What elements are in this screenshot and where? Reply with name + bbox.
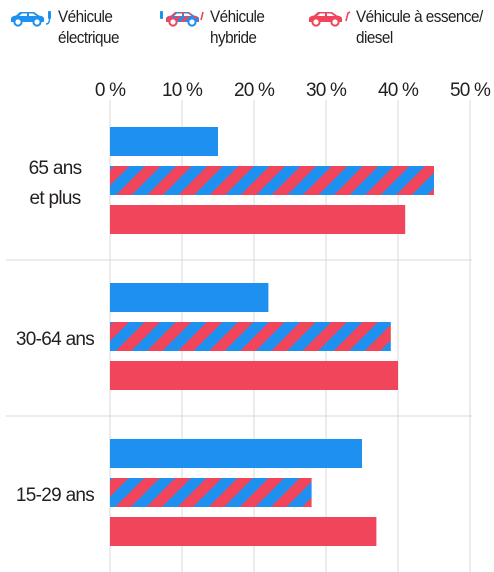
bar-electric-2 <box>110 283 269 312</box>
hybrid-car-icon <box>160 11 204 27</box>
electric-car-icon <box>11 11 51 27</box>
bar-fuel-2 <box>110 361 398 390</box>
category-label-1: 65 ans et plus <box>29 158 82 209</box>
bar-fuel-1 <box>110 205 406 234</box>
legend-label-hybrid: Véhicule hybride <box>210 7 265 47</box>
legend: Véhicule électrique Véhicule hybride V <box>0 0 494 60</box>
category-labels: 65 ans et plus 30-64 ans 15-29 ans <box>16 158 95 506</box>
category-label-2: 30-64 ans <box>16 329 94 350</box>
bar-electric-3 <box>110 439 362 468</box>
bars <box>110 127 434 546</box>
tick-label-10: 10 % <box>162 80 203 101</box>
category-label-3: 15-29 ans <box>16 485 94 506</box>
x-axis-ticks: 0 % 10 % 20 % 30 % 40 % 50 % <box>95 80 492 101</box>
tick-label-20: 20 % <box>234 80 275 101</box>
bar-fuel-3 <box>110 517 377 546</box>
fuel-car-icon <box>309 11 351 27</box>
tick-label-50: 50 % <box>450 80 491 101</box>
bar-electric-1 <box>110 127 218 156</box>
tick-label-40: 40 % <box>378 80 419 101</box>
tick-label-30: 30 % <box>306 80 347 101</box>
bar-hybrid-2 <box>110 322 391 351</box>
bar-hybrid-3 <box>110 478 312 507</box>
bar-hybrid-1 <box>110 166 434 195</box>
legend-label-fuel: Véhicule à essence/ diesel <box>356 7 483 47</box>
tick-label-0: 0 % <box>95 80 126 101</box>
legend-label-electric: Véhicule électrique <box>58 7 119 47</box>
